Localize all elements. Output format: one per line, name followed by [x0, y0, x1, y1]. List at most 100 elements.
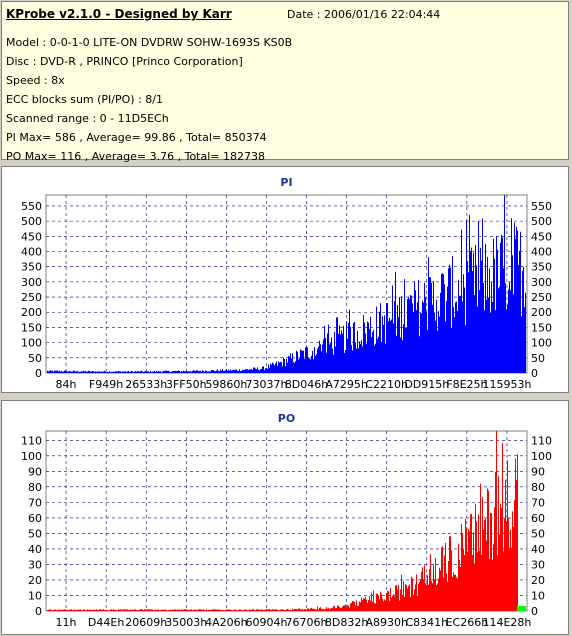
bar: [355, 605, 356, 611]
bar: [338, 605, 339, 611]
bar: [150, 370, 151, 373]
bar: [333, 606, 334, 611]
y-tick-label-right: 400: [531, 245, 552, 258]
bar: [135, 371, 136, 373]
bar: [255, 610, 256, 611]
bar: [194, 370, 195, 373]
bar: [210, 610, 211, 611]
bar: [387, 303, 388, 373]
bar: [430, 277, 431, 373]
bar: [335, 608, 336, 611]
bar: [323, 339, 324, 373]
bar: [320, 607, 321, 611]
bar: [208, 609, 209, 611]
bar: [292, 608, 293, 611]
bar: [421, 313, 422, 373]
bar: [229, 609, 230, 611]
bar: [326, 352, 327, 373]
bar: [451, 327, 452, 373]
bar: [240, 609, 241, 611]
bar: [416, 310, 417, 373]
bar: [134, 371, 135, 373]
bar: [482, 218, 483, 373]
bar: [406, 328, 407, 373]
y-tick-label-right: 60: [531, 512, 545, 525]
bar: [187, 609, 188, 611]
bar: [305, 609, 306, 611]
bar: [313, 608, 314, 611]
x-tick-label: EC266h: [446, 616, 489, 629]
bar: [208, 371, 209, 373]
bar: [88, 370, 89, 373]
bar: [494, 507, 495, 611]
bar: [105, 371, 106, 373]
bar: [179, 609, 180, 611]
bar: [197, 610, 198, 611]
bar: [155, 609, 156, 611]
bar: [50, 370, 51, 373]
bar: [196, 370, 197, 373]
bar: [459, 559, 460, 611]
bar: [471, 513, 472, 611]
bar: [419, 336, 420, 373]
bar: [454, 316, 455, 373]
bar: [72, 371, 73, 373]
bar: [319, 340, 320, 373]
bar: [77, 370, 78, 373]
bar: [331, 337, 332, 373]
bar: [117, 371, 118, 373]
bar: [170, 609, 171, 611]
bar: [487, 488, 488, 611]
bar: [81, 609, 82, 611]
bar: [344, 605, 345, 611]
bar: [322, 608, 323, 611]
bar: [277, 609, 278, 611]
bar: [485, 518, 486, 611]
bar: [253, 609, 254, 611]
bar: [360, 602, 361, 611]
bar: [364, 598, 365, 611]
bar: [284, 358, 285, 373]
bar: [116, 610, 117, 611]
bar: [383, 324, 384, 373]
bar: [367, 321, 368, 373]
bar: [180, 371, 181, 373]
bar: [282, 366, 283, 373]
bar: [358, 348, 359, 373]
bar: [301, 350, 302, 373]
bar: [390, 588, 391, 611]
bar: [55, 370, 56, 373]
bar: [87, 371, 88, 373]
bar: [242, 610, 243, 611]
bar: [393, 323, 394, 373]
bar: [130, 371, 131, 373]
bar: [122, 610, 123, 611]
bar: [469, 531, 470, 611]
bar: [263, 366, 264, 373]
bar: [211, 369, 212, 373]
bar: [127, 371, 128, 373]
bar: [418, 584, 419, 611]
bar: [468, 272, 469, 373]
x-tick-label: 4A206h: [205, 616, 248, 629]
y-tick-label-right: 250: [531, 291, 552, 304]
y-tick-label-left: 30: [28, 558, 42, 571]
bar: [367, 602, 368, 611]
bar: [330, 608, 331, 611]
bar: [62, 371, 63, 373]
bar: [290, 353, 291, 373]
bar: [484, 519, 485, 611]
bar: [320, 344, 321, 373]
bar: [431, 581, 432, 611]
bar: [221, 370, 222, 373]
bar: [343, 605, 344, 611]
bar: [239, 609, 240, 611]
bar: [261, 609, 262, 611]
y-tick-label-left: 200: [21, 306, 42, 319]
bar: [354, 601, 355, 611]
bar: [170, 372, 171, 373]
bar: [465, 325, 466, 373]
bar: [348, 605, 349, 611]
bar: [436, 585, 437, 611]
bar: [89, 609, 90, 611]
